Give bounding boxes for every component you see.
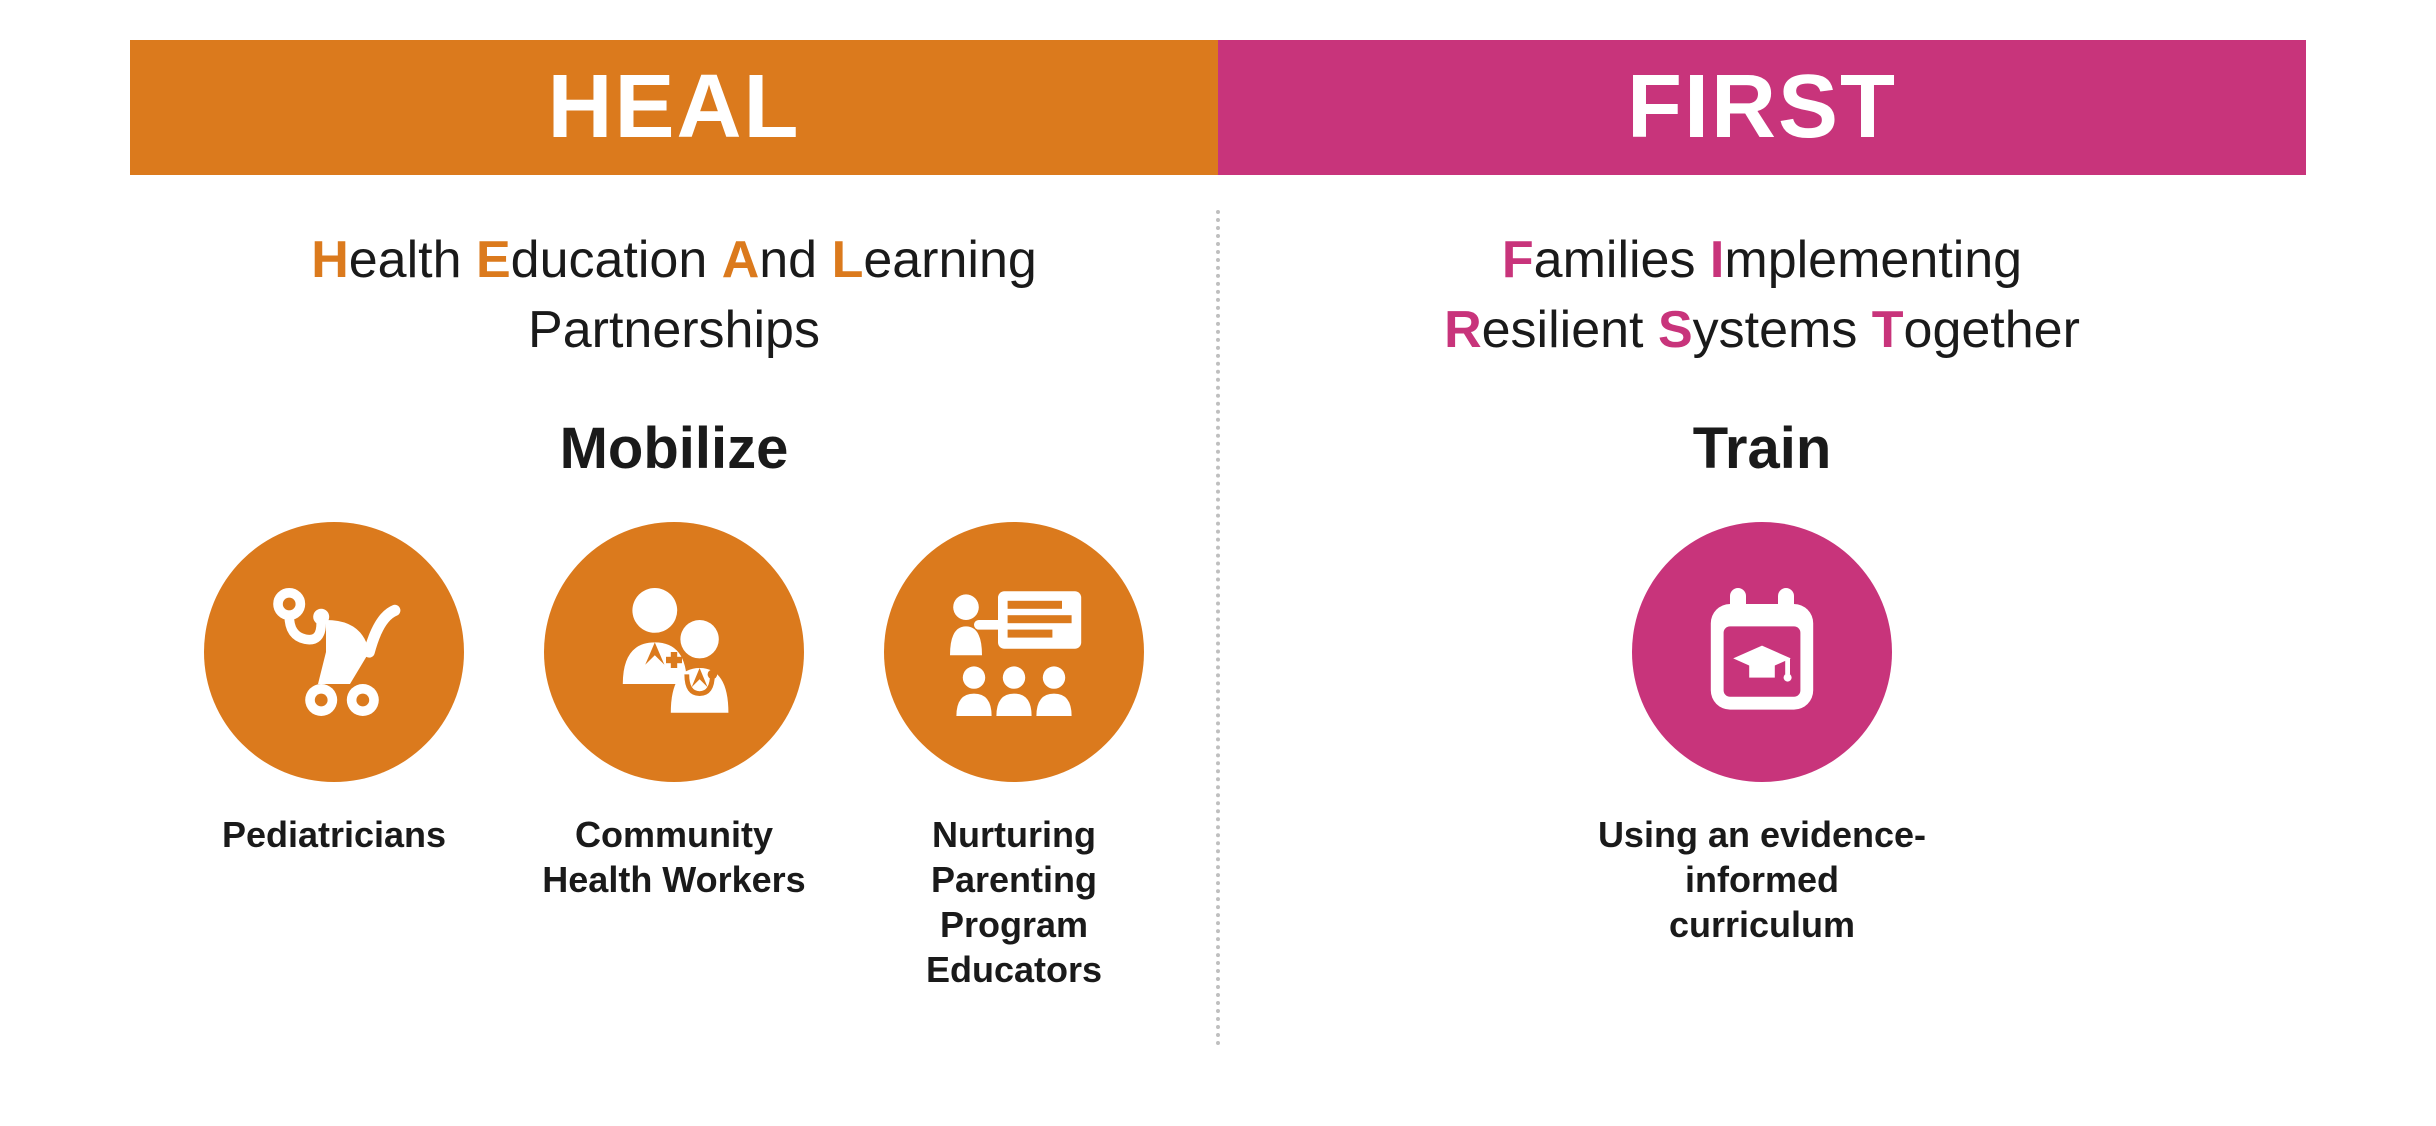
educator-presentation-icon	[884, 522, 1144, 782]
heal-icons-row: Pediatricians	[130, 522, 1218, 992]
first-acronym-line1: Families Implementing	[1218, 225, 2306, 295]
heal-acronym: Health Education And Learning Partnershi…	[130, 225, 1218, 365]
first-column: FIRST Families Implementing Resilient Sy…	[1218, 40, 2306, 1066]
health-workers-label: CommunityHealth Workers	[542, 812, 805, 902]
mobilize-title: Mobilize	[130, 415, 1218, 482]
stethoscope-stroller-icon	[204, 522, 464, 782]
curriculum-block: Using an evidence-informedcurriculum	[1542, 522, 1982, 947]
first-header: FIRST	[1218, 40, 2306, 175]
first-icons-row: Using an evidence-informedcurriculum	[1218, 522, 2306, 947]
health-workers-icon	[544, 522, 804, 782]
educators-block: Nurturing ParentingProgram Educators	[864, 522, 1164, 992]
curriculum-label: Using an evidence-informedcurriculum	[1542, 812, 1982, 947]
first-acronym-line2: Resilient Systems Together	[1218, 295, 2306, 365]
column-divider	[1216, 210, 1220, 1046]
curriculum-calendar-icon	[1632, 522, 1892, 782]
infographic-container: HEAL Health Education And Learning Partn…	[130, 40, 2306, 1066]
train-title: Train	[1218, 415, 2306, 482]
heal-header: HEAL	[130, 40, 1218, 175]
heal-acronym-line1: Health Education And Learning	[130, 225, 1218, 295]
heal-acronym-line2: Partnerships	[130, 295, 1218, 365]
heal-column: HEAL Health Education And Learning Partn…	[130, 40, 1218, 1066]
pediatricians-label: Pediatricians	[222, 812, 446, 857]
health-workers-block: CommunityHealth Workers	[524, 522, 824, 992]
pediatricians-block: Pediatricians	[184, 522, 484, 992]
educators-label: Nurturing ParentingProgram Educators	[864, 812, 1164, 992]
first-acronym: Families Implementing Resilient Systems …	[1218, 225, 2306, 365]
